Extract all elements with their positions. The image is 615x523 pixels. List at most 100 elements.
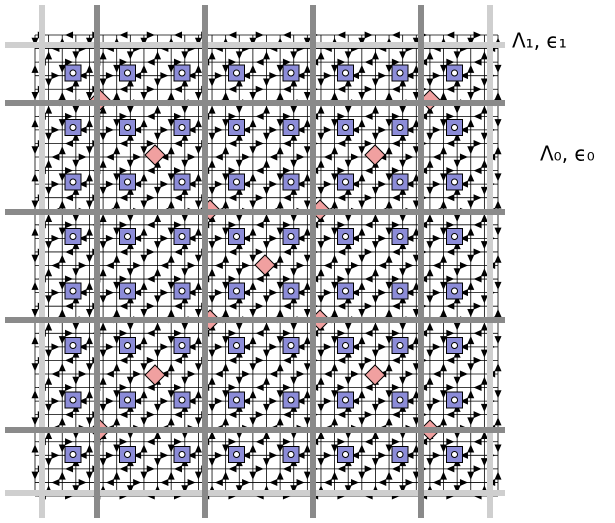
vertex — [70, 288, 76, 294]
arrowhead — [86, 200, 93, 208]
arrowhead — [222, 92, 229, 100]
arrowhead — [222, 146, 229, 154]
arrowhead — [495, 173, 502, 181]
arrowhead — [405, 370, 413, 377]
arrowhead — [127, 268, 134, 276]
arrowhead — [256, 411, 264, 418]
arrowhead — [467, 282, 474, 290]
arrowhead — [86, 228, 93, 236]
arrowhead — [283, 140, 291, 147]
arrowhead — [440, 119, 447, 127]
arrowhead — [440, 282, 447, 290]
arrowhead — [86, 255, 93, 263]
arrowhead — [195, 336, 202, 344]
arrowhead — [236, 323, 243, 331]
arrowhead — [440, 65, 447, 73]
arrowhead — [215, 72, 223, 79]
arrowhead — [228, 86, 236, 93]
arrowhead — [358, 282, 365, 290]
arrowhead — [120, 357, 128, 364]
arrowhead — [365, 276, 373, 283]
arrowhead — [426, 458, 433, 466]
arrowhead — [495, 336, 502, 344]
arrowhead — [120, 384, 128, 391]
arrowhead — [433, 154, 441, 161]
arrowhead — [209, 51, 216, 59]
arrowhead — [460, 154, 468, 161]
arrowhead — [100, 214, 107, 222]
arrowhead — [269, 370, 277, 377]
arrowhead — [467, 146, 474, 154]
arrowhead — [290, 323, 297, 331]
arrowhead — [467, 336, 474, 344]
arrowhead — [160, 72, 168, 79]
arrowhead — [127, 51, 134, 59]
arrowhead — [460, 479, 468, 486]
arrowhead — [100, 404, 107, 412]
arrowhead — [426, 377, 433, 385]
arrowhead — [65, 465, 73, 472]
arrowhead — [45, 404, 52, 412]
arrowhead — [290, 377, 297, 385]
arrowhead — [236, 51, 243, 59]
arrowhead — [467, 417, 474, 425]
arrowhead — [51, 181, 59, 188]
arrowhead — [426, 214, 433, 222]
arrowhead — [147, 465, 155, 472]
arrowhead — [100, 241, 107, 249]
vertex — [397, 397, 403, 403]
arrowhead — [304, 336, 311, 344]
arrowhead — [481, 458, 488, 466]
arrowhead — [174, 357, 182, 364]
vertex — [397, 288, 403, 294]
arrowhead — [222, 309, 229, 317]
arrowhead — [337, 113, 345, 120]
arrowhead — [256, 59, 264, 66]
arrowhead — [405, 479, 413, 486]
arrowhead — [399, 268, 406, 276]
arrowhead — [120, 248, 128, 255]
arrowhead — [277, 200, 284, 208]
arrowhead — [256, 248, 264, 255]
arrowhead — [365, 86, 373, 93]
arrowhead — [195, 472, 202, 480]
arrowhead — [324, 398, 332, 405]
arrowhead — [72, 377, 79, 385]
arrowhead — [32, 282, 39, 290]
arrowhead — [317, 404, 324, 412]
arrowhead — [269, 72, 277, 79]
arrowhead — [495, 472, 502, 480]
arrowhead — [256, 357, 264, 364]
arrowhead — [249, 417, 256, 425]
vertex — [452, 452, 458, 458]
arrowhead — [405, 154, 413, 161]
arrowhead — [72, 268, 79, 276]
arrowhead — [337, 248, 345, 255]
arrowhead — [372, 78, 379, 86]
arrowhead — [168, 255, 175, 263]
arrowhead — [168, 309, 175, 317]
arrowhead — [358, 173, 365, 181]
arrowhead — [440, 92, 447, 100]
arrowhead — [386, 472, 393, 480]
arrowhead — [433, 398, 441, 405]
arrowhead — [474, 86, 482, 93]
arrowhead — [160, 289, 168, 296]
arrowhead — [45, 323, 52, 331]
arrowhead — [147, 59, 155, 66]
arrowhead — [72, 160, 79, 168]
arrowhead — [317, 458, 324, 466]
arrowhead — [100, 458, 107, 466]
arrowhead — [154, 187, 161, 195]
arrowhead — [263, 295, 270, 303]
arrowhead — [249, 65, 256, 73]
arrowhead — [405, 262, 413, 269]
arrowhead — [474, 384, 482, 391]
arrowhead — [147, 167, 155, 174]
arrowhead — [147, 276, 155, 283]
vertex — [234, 70, 240, 76]
vertex — [70, 70, 76, 76]
arrowhead — [426, 133, 433, 141]
arrowhead — [440, 146, 447, 154]
arrowhead — [147, 384, 155, 391]
